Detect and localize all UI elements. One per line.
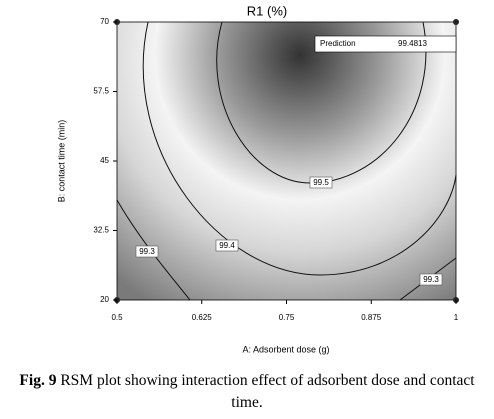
x-tick-label: 0.5 — [111, 313, 123, 322]
plot-area — [116, 21, 457, 301]
y-tick-label: 57.5 — [93, 87, 109, 96]
y-tick-label: 45 — [100, 156, 109, 165]
y-axis-label: B: contact time (min) — [56, 120, 66, 203]
contour-label: 99.3 — [423, 275, 439, 284]
contour-label: 99.4 — [219, 241, 235, 250]
chart-title: R1 (%) — [247, 3, 287, 18]
x-tick-label: 0.625 — [192, 313, 213, 322]
caption-text: RSM plot showing interaction effect of a… — [60, 372, 475, 411]
y-tick-label: 32.5 — [93, 226, 109, 235]
y-tick-label: 20 — [100, 295, 109, 304]
contour-label: 99.3 — [139, 247, 155, 256]
prediction-value: 99.4813 — [398, 39, 427, 48]
x-tick-label: 0.875 — [361, 313, 382, 322]
caption-label: Fig. 9 — [19, 372, 57, 389]
chart: R1 (%) 99.5 99.4 99.3 99.3 Prediction 99… — [56, 3, 459, 354]
prediction-box — [314, 35, 457, 53]
x-axis-label: A: Adsorbent dose (g) — [242, 344, 329, 354]
x-tick-label: 0.75 — [279, 313, 295, 322]
y-tick-label: 70 — [100, 17, 109, 26]
contour-line — [142, 21, 457, 276]
prediction-label: Prediction — [320, 39, 356, 48]
contour-label: 99.5 — [313, 178, 329, 187]
x-tick-label: 1 — [454, 313, 459, 322]
caption: Fig. 9 RSM plot showing interaction effe… — [10, 370, 484, 414]
